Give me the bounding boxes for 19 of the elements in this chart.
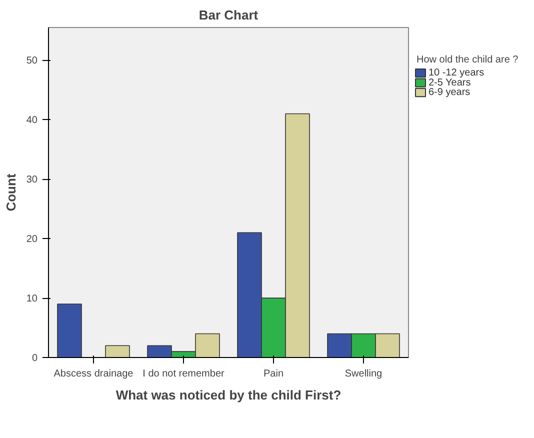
y-axis-title: Count [3, 173, 18, 212]
x-tick-label: Abscess drainage [54, 368, 134, 380]
bar [105, 345, 130, 358]
y-tick-label: 10 [26, 294, 38, 305]
legend-label: 2-5 Years [428, 77, 471, 88]
y-tick-label: 30 [26, 174, 38, 186]
chart-title: Bar Chart [198, 8, 259, 22]
legend-title: How old the child are ? [416, 54, 519, 66]
x-tick-label: Pain [263, 368, 284, 380]
legend-label: 10 -12 years [428, 68, 484, 78]
x-tick-label: I do not remember [142, 368, 226, 380]
legend-label: 6-9 years [428, 87, 470, 98]
y-tick-label: 20 [26, 234, 38, 246]
y-tick-label: 40 [26, 115, 38, 126]
x-tick-label: Swelling [344, 368, 382, 380]
bar [57, 304, 82, 358]
y-tick-label: 50 [26, 56, 38, 67]
y-tick-label: 0 [32, 353, 38, 364]
x-axis-title: What was noticed by the child First? [116, 388, 342, 402]
